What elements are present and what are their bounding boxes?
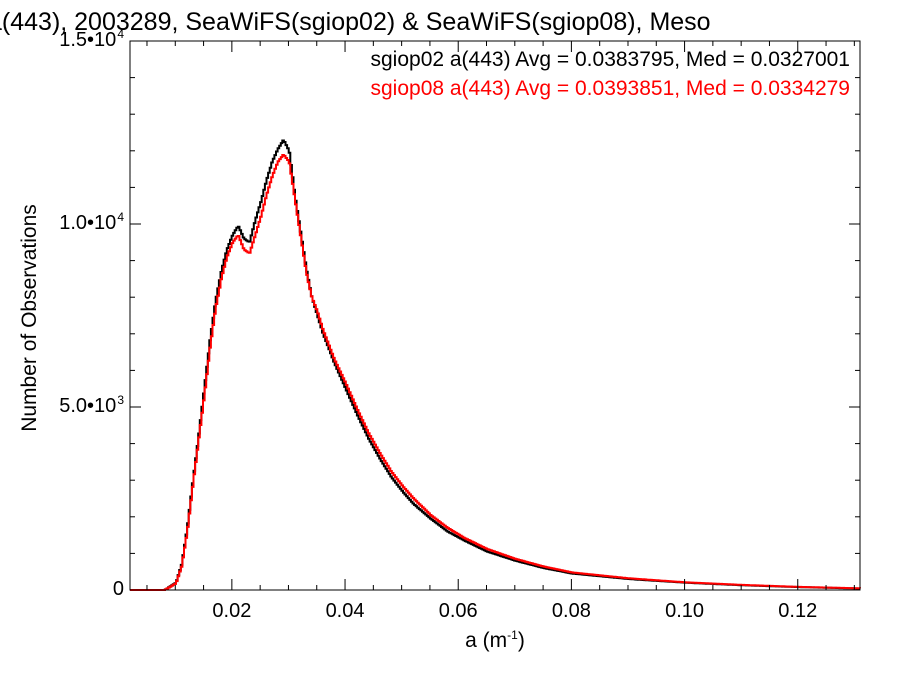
x-tick-label: 0.06 xyxy=(438,600,478,622)
y-tick-label: 0 xyxy=(112,578,124,600)
chart-title: a(443), 2003289, SeaWiFS(sgiop02) & SeaW… xyxy=(0,8,711,36)
x-axis-label: a (m-1) xyxy=(465,628,525,653)
legend-sgiop02: sgiop02 a(443) Avg = 0.0383795, Med = 0.… xyxy=(370,48,850,71)
y-tick-label: 1.5•104 xyxy=(59,27,124,51)
series-line-sgiop08 xyxy=(130,154,861,591)
legend-sgiop08: sgiop08 a(443) Avg = 0.0393851, Med = 0.… xyxy=(370,77,850,100)
x-axis-label-main: a (m xyxy=(465,629,508,652)
y-axis-label: Number of Observations xyxy=(18,204,41,432)
x-tick-label: 0.10 xyxy=(665,600,705,622)
y-tick-label: 5.0•103 xyxy=(59,393,124,417)
tick-marks xyxy=(130,40,860,591)
series-line-sgiop02 xyxy=(130,139,860,591)
plot-frame xyxy=(129,40,861,591)
series-layer xyxy=(130,139,861,591)
x-tick-label: 0.04 xyxy=(325,600,365,622)
x-axis-label-close: ) xyxy=(517,629,525,652)
x-tick-label: 0.12 xyxy=(778,600,818,622)
x-tick-label: 0.08 xyxy=(551,600,591,622)
y-tick-label: 1.0•104 xyxy=(59,210,124,234)
x-axis-label-exp: -1 xyxy=(507,628,518,642)
x-tick-label: 0.02 xyxy=(212,600,252,622)
